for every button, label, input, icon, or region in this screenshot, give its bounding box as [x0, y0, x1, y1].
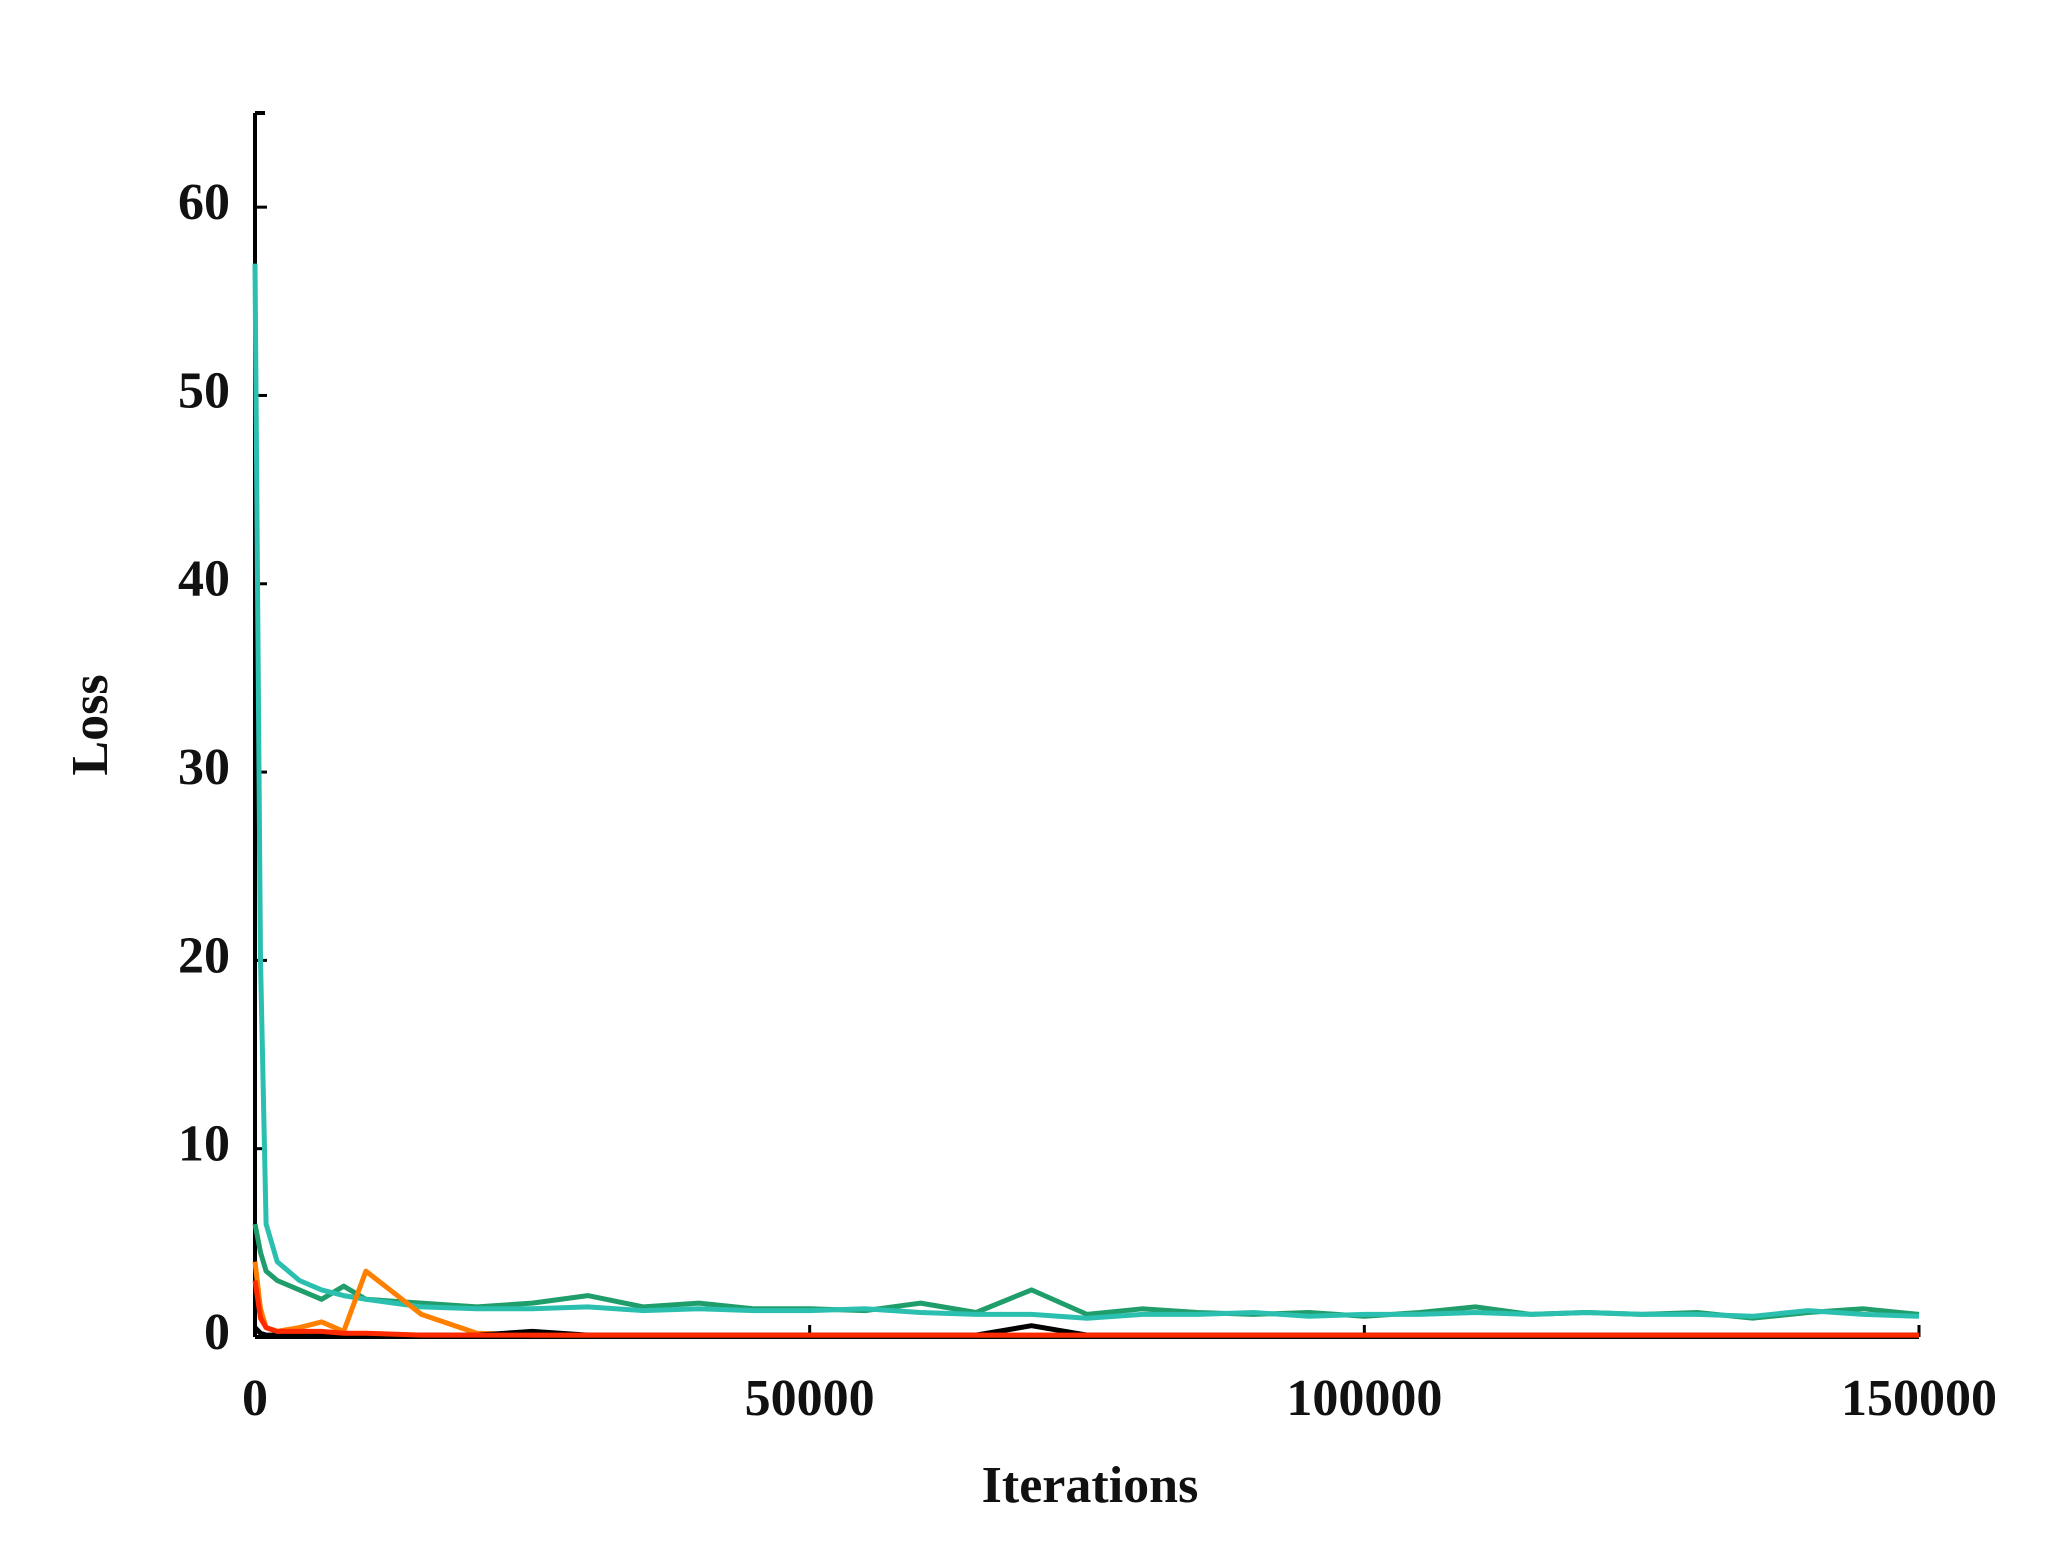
- series-line: [252, 1280, 1919, 1338]
- y-axis-label: Loss: [62, 674, 119, 775]
- series-line: [252, 1261, 1919, 1338]
- y-tick-label: 40: [178, 551, 230, 608]
- series-line: [252, 263, 1920, 1321]
- y-tick-label: 0: [204, 1304, 230, 1361]
- y-tick-label: 50: [178, 362, 230, 419]
- x-tick-label: 50000: [745, 1370, 875, 1427]
- series-line: [252, 1223, 1920, 1321]
- x-tick-label: 100000: [1286, 1370, 1442, 1427]
- x-axis-label: Iterations: [982, 1457, 1199, 1514]
- y-tick-label: 10: [178, 1116, 230, 1173]
- y-tick-label: 20: [178, 927, 230, 984]
- x-tick-label: 150000: [1841, 1370, 1997, 1427]
- y-tick-label: 30: [178, 739, 230, 796]
- y-tick-label: 60: [178, 174, 230, 231]
- x-tick-label: 0: [242, 1370, 268, 1427]
